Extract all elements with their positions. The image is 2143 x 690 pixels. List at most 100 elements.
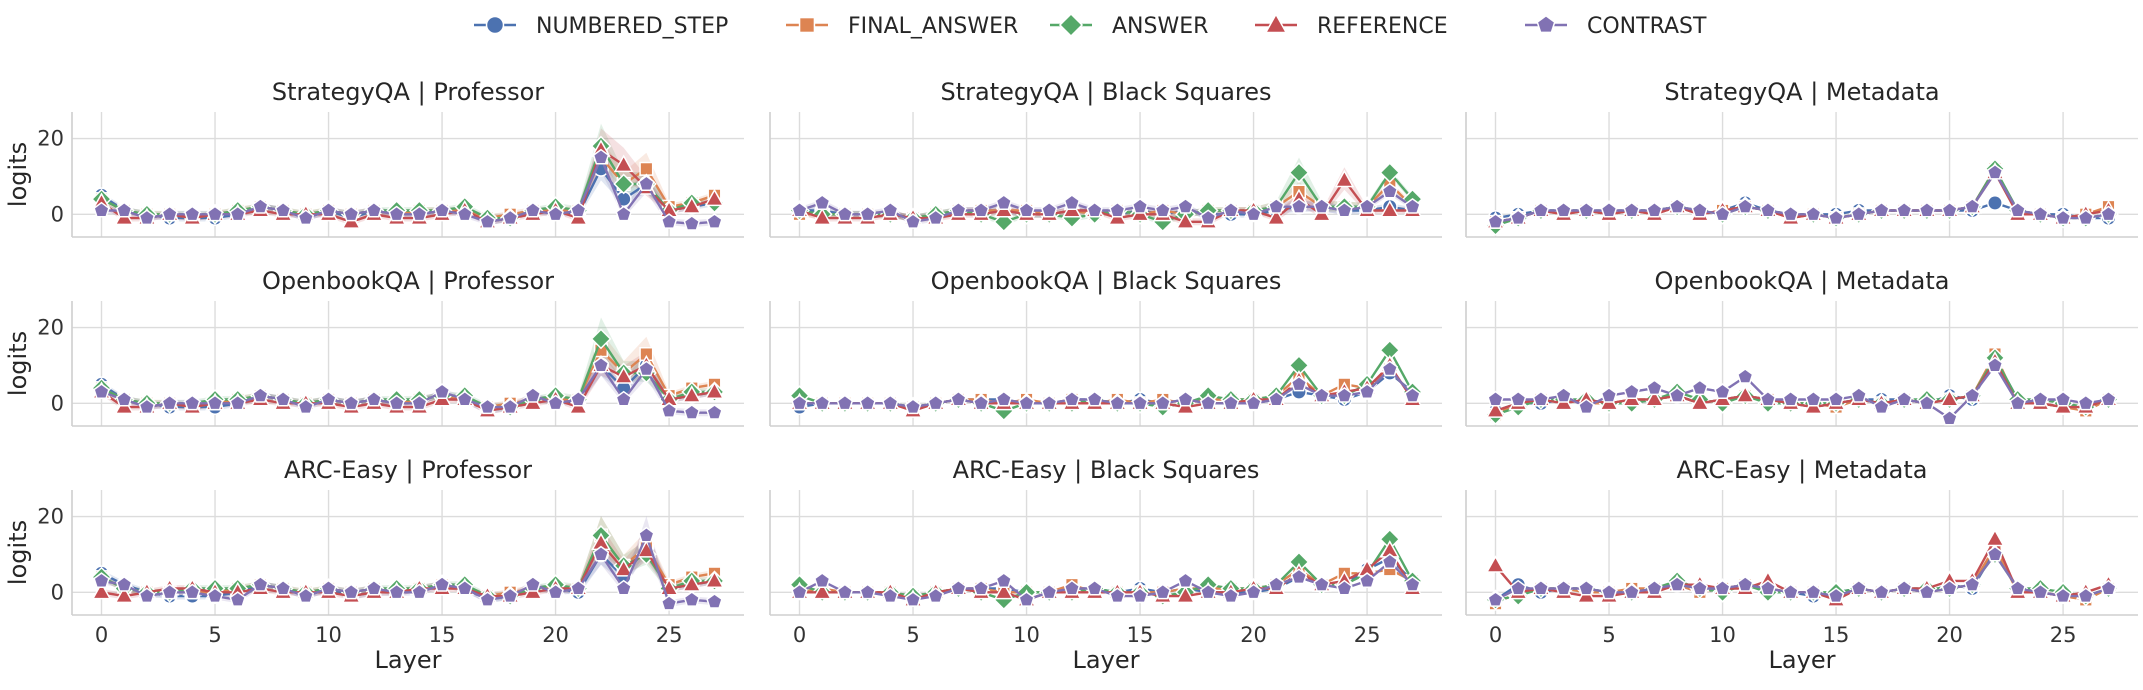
point-pentagon: [1109, 394, 1126, 411]
panel-title: OpenbookQA | Metadata: [1655, 267, 1950, 295]
point-triangle: [1334, 169, 1355, 188]
point-pentagon: [1555, 201, 1572, 218]
point-pentagon: [1873, 583, 1890, 600]
x-axis-label: Layer: [1073, 646, 1140, 674]
point-pentagon: [115, 390, 133, 407]
point-pentagon: [1381, 182, 1399, 199]
point-pentagon: [791, 201, 808, 218]
point-pentagon: [1736, 575, 1754, 592]
x-tick-label: 5: [906, 623, 919, 647]
x-tick-label: 10: [1013, 623, 1040, 647]
point-pentagon: [297, 398, 315, 415]
point-pentagon: [433, 575, 451, 592]
point-pentagon: [1290, 197, 1308, 214]
point-pentagon: [1040, 583, 1058, 600]
point-pentagon: [2009, 201, 2026, 218]
point-triangle: [1644, 388, 1665, 407]
point-pentagon: [1873, 201, 1890, 218]
panel-grid: StrategyQA | Professor020logitsStrategyQ…: [4, 78, 2138, 674]
point-pentagon: [229, 205, 246, 222]
point-pentagon: [433, 201, 451, 218]
point-pentagon: [1358, 197, 1376, 214]
point-pentagon: [1154, 394, 1172, 411]
point-pentagon: [904, 213, 922, 229]
point-pentagon: [1668, 386, 1686, 403]
point-pentagon: [206, 394, 224, 411]
point-pentagon: [1313, 386, 1330, 403]
point-triangle: [1175, 585, 1196, 604]
point-pentagon: [1668, 575, 1686, 592]
point-pentagon: [524, 201, 542, 218]
point-pentagon: [115, 575, 133, 592]
point-pentagon: [297, 209, 315, 226]
point-pentagon: [638, 526, 655, 543]
point-pentagon: [615, 205, 632, 222]
point-pentagon: [1290, 568, 1308, 585]
point-pentagon: [1691, 579, 1709, 596]
series-line: [799, 368, 1414, 409]
x-tick-label: 15: [1127, 623, 1154, 647]
point-pentagon: [1381, 553, 1399, 570]
y-axis-label: logits: [4, 331, 32, 396]
point-pentagon: [882, 587, 899, 604]
point-pentagon: [1245, 205, 1262, 222]
point-pentagon: [1759, 201, 1777, 218]
point-pentagon: [1623, 201, 1640, 218]
x-tick-label: 5: [208, 623, 221, 647]
x-tick-label: 20: [1936, 623, 1963, 647]
point-pentagon: [1487, 591, 1504, 607]
point-pentagon: [1555, 386, 1572, 403]
point-pentagon: [1313, 575, 1330, 592]
point-pentagon: [1623, 383, 1640, 399]
point-pentagon: [1578, 579, 1595, 596]
point-pentagon: [1509, 209, 1527, 226]
point-pentagon: [859, 394, 876, 411]
point-pentagon: [706, 213, 723, 229]
point-pentagon: [2054, 587, 2072, 604]
point-pentagon: [433, 383, 451, 399]
point-pentagon: [206, 205, 224, 222]
point-pentagon: [1404, 197, 1421, 214]
point-pentagon: [2032, 205, 2049, 222]
point-pentagon: [813, 194, 831, 210]
point-triangle: [1175, 211, 1196, 229]
x-tick-label: 5: [1602, 623, 1615, 647]
point-pentagon: [184, 205, 201, 222]
point-pentagon: [206, 587, 224, 604]
point-pentagon: [972, 201, 990, 218]
point-pentagon: [683, 404, 701, 420]
point-pentagon: [1509, 390, 1527, 407]
point-pentagon: [1086, 390, 1103, 407]
point-pentagon: [813, 572, 831, 588]
point-pentagon: [836, 583, 854, 600]
point-pentagon: [1555, 579, 1572, 596]
point-pentagon: [1691, 379, 1709, 396]
point-pentagon: [501, 587, 519, 604]
panel-title: StrategyQA | Black Squares: [940, 78, 1271, 106]
series-line: [101, 541, 715, 598]
point-pentagon: [1063, 579, 1081, 596]
point-pentagon: [1668, 197, 1686, 214]
point-pentagon: [638, 360, 655, 377]
point-square: [639, 161, 654, 176]
point-triangle: [704, 188, 725, 207]
point-pentagon: [1578, 398, 1595, 415]
point-pentagon: [1714, 383, 1731, 399]
point-pentagon: [1358, 572, 1376, 588]
point-pentagon: [342, 394, 360, 411]
point-pentagon: [501, 209, 519, 226]
y-tick-label: 0: [51, 580, 64, 604]
point-pentagon: [138, 587, 156, 604]
point-pentagon: [615, 579, 632, 596]
y-tick-label: 20: [37, 127, 64, 151]
point-pentagon: [1691, 201, 1709, 218]
point-triangle: [812, 581, 833, 600]
point-pentagon: [1827, 390, 1845, 407]
point-pentagon: [1532, 201, 1550, 218]
point-pentagon: [1018, 591, 1035, 607]
point-pentagon: [388, 394, 405, 411]
point-pentagon: [615, 390, 632, 407]
point-pentagon: [365, 201, 383, 218]
